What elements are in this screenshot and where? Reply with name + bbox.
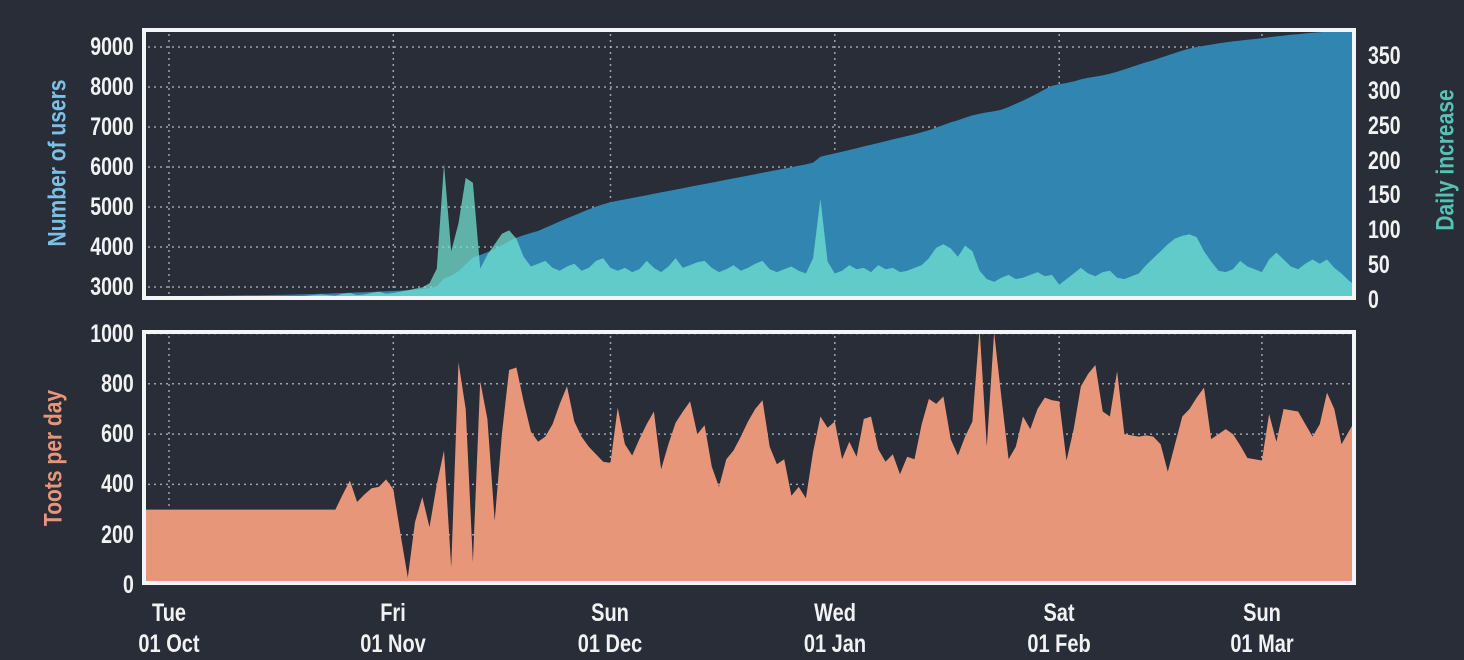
y-tick-text: 150 xyxy=(1368,181,1401,210)
y-tick-text: 800 xyxy=(101,369,134,398)
daily-increase-area-series xyxy=(142,164,1356,300)
users-axis-title: Number of users xyxy=(44,64,73,263)
x-tick-date-text: 01 Oct xyxy=(138,630,200,658)
y-tick-label-250: 250 xyxy=(1368,113,1410,139)
y-tick-text: 50 xyxy=(1368,251,1390,280)
y-tick-label-600: 600 xyxy=(92,421,134,447)
toots-axis-title: Toots per day xyxy=(40,377,69,539)
y-tick-label-50: 50 xyxy=(1368,252,1396,278)
daily-increase-axis-title-text: Daily increase xyxy=(1431,89,1460,231)
y-tick-text: 200 xyxy=(1368,146,1401,175)
x-tick-weekday-3: Sun xyxy=(587,599,634,628)
y-tick-label-400: 400 xyxy=(92,471,134,497)
y-tick-label-7000: 7000 xyxy=(78,114,134,140)
x-tick-date-5: 01 Feb xyxy=(1020,630,1099,659)
y-tick-text: 9000 xyxy=(90,33,134,61)
x-tick-weekday-text: Sat xyxy=(1043,599,1075,627)
x-tick-weekday-text: Sun xyxy=(1242,599,1281,627)
y-tick-text: 8000 xyxy=(90,73,134,101)
y-tick-label-3000: 3000 xyxy=(78,274,134,300)
y-tick-text: 100 xyxy=(1368,216,1401,245)
y-tick-text: 7000 xyxy=(90,113,134,141)
x-tick-weekday-text: Fri xyxy=(380,599,407,627)
y-tick-label-300: 300 xyxy=(1368,78,1410,104)
users-axis-title-text: Number of users xyxy=(43,79,72,247)
y-tick-label-0: 0 xyxy=(1368,287,1382,313)
x-tick-date-text: 01 Dec xyxy=(578,630,643,658)
x-tick-weekday-text: Tue xyxy=(151,599,186,627)
plot-frame xyxy=(142,330,1356,585)
y-tick-label-9000: 9000 xyxy=(78,34,134,60)
x-tick-weekday-6: Sun xyxy=(1238,599,1285,628)
x-tick-date-2: 01 Nov xyxy=(352,630,434,659)
y-tick-text: 0 xyxy=(123,571,134,599)
x-tick-date-text: 01 Mar xyxy=(1230,630,1294,658)
x-tick-date-6: 01 Mar xyxy=(1222,630,1301,659)
users-growth-panel xyxy=(142,28,1356,300)
y-tick-label-5000: 5000 xyxy=(78,194,134,220)
daily-increase-axis-title: Daily increase xyxy=(1432,76,1461,244)
toots-axis-title-text: Toots per day xyxy=(39,389,68,527)
x-tick-weekday-2: Fri xyxy=(377,599,409,628)
number-of-users-area-series xyxy=(142,29,1356,300)
x-tick-date-4: 01 Jan xyxy=(796,630,874,659)
y-tick-label-800: 800 xyxy=(92,371,134,397)
y-tick-text: 0 xyxy=(1368,286,1379,314)
y-tick-text: 300 xyxy=(1368,76,1401,105)
y-tick-label-200: 200 xyxy=(1368,148,1410,174)
y-tick-label-150: 150 xyxy=(1368,182,1410,208)
y-tick-label-100: 100 xyxy=(1368,217,1410,243)
y-tick-label-1000: 1000 xyxy=(78,321,134,347)
x-tick-weekday-text: Wed xyxy=(813,599,856,627)
x-tick-date-text: 01 Nov xyxy=(360,630,427,658)
x-tick-date-1: 01 Oct xyxy=(131,630,207,659)
y-tick-text: 3000 xyxy=(90,273,134,301)
toots-per-day-area-series xyxy=(142,330,1356,585)
toots-per-day-panel xyxy=(142,330,1356,585)
users-growth-plot xyxy=(142,28,1356,300)
y-tick-text: 600 xyxy=(101,420,134,449)
x-tick-weekday-4: Wed xyxy=(809,599,861,628)
y-tick-label-8000: 8000 xyxy=(78,74,134,100)
y-tick-text: 1000 xyxy=(90,319,134,348)
x-tick-date-text: 01 Jan xyxy=(803,630,866,658)
y-tick-label-4000: 4000 xyxy=(78,234,134,260)
x-tick-date-text: 01 Feb xyxy=(1027,630,1091,658)
toots-per-day-plot xyxy=(142,330,1356,585)
y-tick-text: 350 xyxy=(1368,41,1401,70)
x-tick-weekday-text: Sun xyxy=(591,599,630,627)
y-tick-text: 200 xyxy=(101,520,134,549)
y-tick-label-0: 0 xyxy=(120,572,134,598)
x-tick-weekday-5: Sat xyxy=(1040,599,1079,628)
plot-frame xyxy=(142,28,1356,300)
y-tick-text: 4000 xyxy=(90,233,134,261)
y-tick-label-6000: 6000 xyxy=(78,154,134,180)
x-tick-weekday-1: Tue xyxy=(148,599,191,628)
y-tick-text: 400 xyxy=(101,470,134,499)
y-tick-label-350: 350 xyxy=(1368,43,1410,69)
y-tick-text: 5000 xyxy=(90,193,134,221)
y-tick-text: 6000 xyxy=(90,153,134,181)
y-tick-label-200: 200 xyxy=(92,522,134,548)
y-tick-text: 250 xyxy=(1368,111,1401,140)
x-tick-date-3: 01 Dec xyxy=(570,630,651,659)
